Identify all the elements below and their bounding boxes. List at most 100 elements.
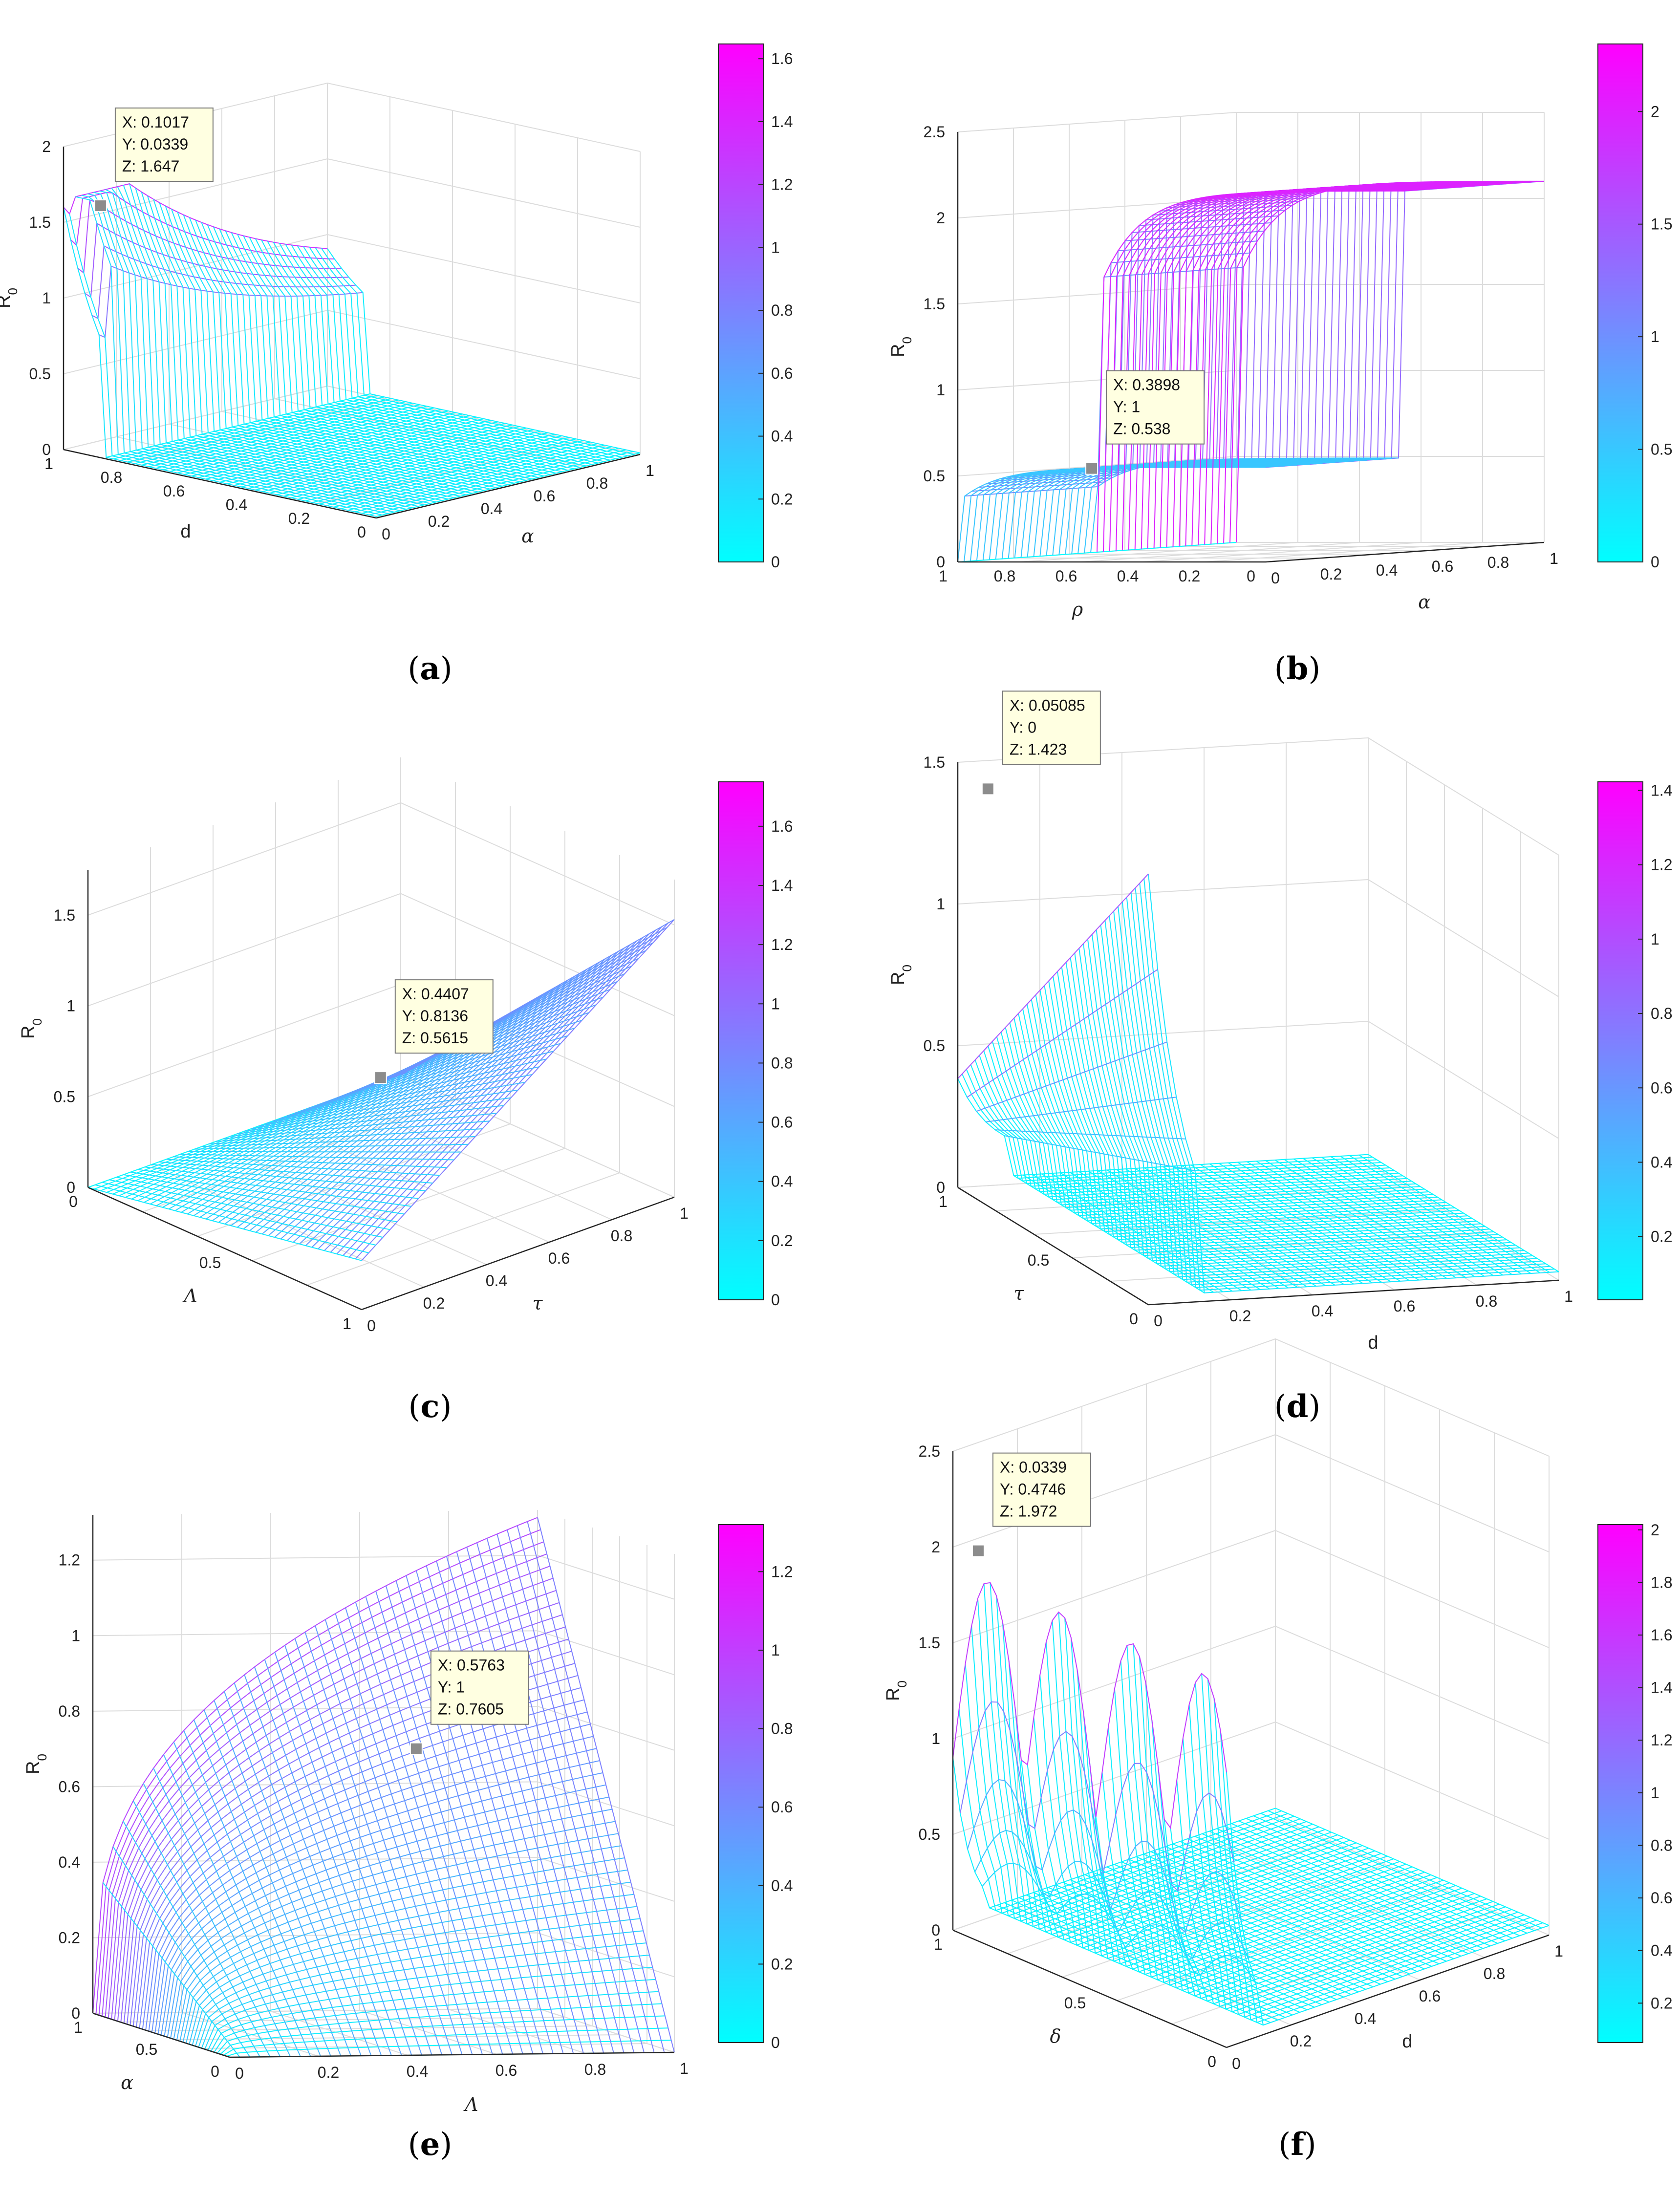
mesh-line [1368, 1154, 1559, 1272]
data-tip-marker [409, 1742, 423, 1755]
axis1-tick-label: 0.2 [1179, 567, 1200, 585]
mesh-line [63, 207, 377, 517]
axis2-tick-label: 0.8 [1484, 1965, 1505, 1982]
z-axis-label-main: R [18, 1026, 39, 1039]
mesh-line [315, 247, 628, 456]
mesh-line [117, 186, 431, 504]
caption-letter: c [421, 1388, 440, 1425]
axis1-tick-label: 0.5 [1064, 1994, 1086, 2012]
grid-line [252, 1148, 565, 1261]
surface-mesh [63, 183, 641, 517]
mesh-line [1114, 1864, 1388, 1982]
surface-mesh [92, 1517, 675, 2058]
mesh-line [287, 1043, 561, 1117]
mesh-line [1099, 1869, 1374, 1987]
mesh-line [112, 1846, 251, 2058]
axis1-tick-label: 0.5 [136, 2041, 157, 2058]
mesh-line [1077, 1876, 1352, 1995]
mesh-line [102, 1182, 376, 1246]
z-tick-label: 1 [66, 997, 75, 1015]
mesh-line [1182, 181, 1461, 468]
colorbar-tick-label: 0 [771, 2034, 780, 2051]
mesh-line [171, 209, 485, 491]
mesh-line [177, 212, 491, 490]
mesh-line [215, 1120, 490, 1142]
mesh-line [1143, 1853, 1418, 1972]
mesh-line [1040, 1889, 1315, 2008]
colorbar-tick-label: 1.6 [771, 818, 793, 835]
mesh-line [147, 195, 461, 497]
mesh-line [264, 1659, 402, 2056]
colorbar-tick-label: 1.2 [771, 936, 793, 953]
z-tick-label: 1.5 [924, 295, 945, 313]
panel-caption: (d) [1274, 1388, 1321, 1425]
axis2-tick-label: 1 [646, 462, 654, 479]
mesh-line [1116, 1169, 1308, 1288]
axis1-line [87, 1186, 362, 1311]
mesh-line [507, 1529, 645, 2053]
axis1-line [957, 1186, 1149, 1306]
axis1-tick-label: 0.4 [1117, 567, 1139, 585]
grid-line [87, 893, 675, 1016]
z-tick-label: 0.5 [29, 365, 51, 383]
mesh-line [1172, 1843, 1447, 1962]
grid-line [120, 2017, 565, 2023]
data-tip-x: X: 0.1017 [122, 113, 189, 131]
mesh-line [990, 1582, 1313, 1925]
mesh-line [132, 1800, 271, 2057]
colorbar-tick-label: 1 [771, 238, 780, 256]
grid-line [1142, 542, 1422, 562]
axis2-tick-label: 0 [1271, 569, 1280, 587]
mesh-line [1106, 1169, 1298, 1288]
mesh-line [537, 1517, 675, 2053]
data-tip-box [1106, 370, 1205, 445]
mesh-line [1231, 1823, 1506, 1941]
colorbar-tick-label: 0.4 [1651, 1153, 1672, 1171]
colorbar-tick-label: 2 [1651, 103, 1659, 120]
colorbar-tick-label: 0.6 [1651, 1889, 1672, 1907]
mesh-line [255, 238, 568, 471]
axis2-tick-label: 0.2 [1229, 1307, 1251, 1325]
mesh-line [1004, 1135, 1195, 1171]
mesh-line [1312, 1157, 1504, 1276]
z-tick-label: 0.5 [924, 1037, 945, 1055]
colorbar-tick-label: 1.4 [1651, 1679, 1672, 1697]
surface-mesh [87, 919, 675, 1261]
data-tip-y: Y: 0.8136 [402, 1007, 468, 1025]
mesh-line [1158, 1849, 1432, 1967]
grid-line [87, 802, 675, 926]
data-tip-marker [374, 1071, 387, 1084]
mesh-line [375, 1591, 514, 2054]
mesh-line [1139, 1656, 1463, 1989]
colorbar-tick-label: 0.8 [771, 1054, 793, 1072]
colorbar: 0 0.2 0.4 0.6 0.8 1 1.2 1.4 1.6 [718, 781, 793, 1309]
caption-close: ) [1308, 651, 1320, 687]
axis1-line [92, 2012, 230, 2058]
mesh-line [1223, 181, 1532, 543]
mesh-line [1246, 1818, 1520, 1937]
mesh-line [274, 1652, 412, 2056]
data-tip: X: 0.0339 Y: 0.4746 Z: 1.972 [971, 1452, 1091, 1557]
z-tick-label: 1.5 [29, 214, 51, 231]
colorbar-tick-label: 0 [1651, 553, 1659, 571]
mesh-line [1121, 189, 1430, 551]
mesh-line [109, 1179, 383, 1238]
colorbar-tick-label: 0.4 [1651, 1942, 1672, 1959]
panel-caption: (b) [1274, 650, 1321, 687]
mesh-line [170, 1821, 616, 2039]
grid-line [952, 1625, 1550, 1744]
mesh-line [456, 1551, 594, 2054]
z-axis-label: R0 [0, 288, 20, 308]
mesh-line [195, 219, 509, 485]
axis1-line [63, 449, 377, 519]
grid-line [142, 1099, 456, 1212]
colorbar-tick-label: 0.8 [771, 301, 793, 319]
colorbar-tick-label: 0.2 [771, 1955, 793, 1973]
z-tick-label: 2.5 [924, 123, 945, 141]
axis1-tick-label: 1 [74, 2019, 83, 2036]
axes [957, 762, 1559, 1306]
grid-line [957, 370, 1544, 390]
data-tip-box [114, 108, 214, 182]
colorbar-gradient [718, 781, 764, 1300]
